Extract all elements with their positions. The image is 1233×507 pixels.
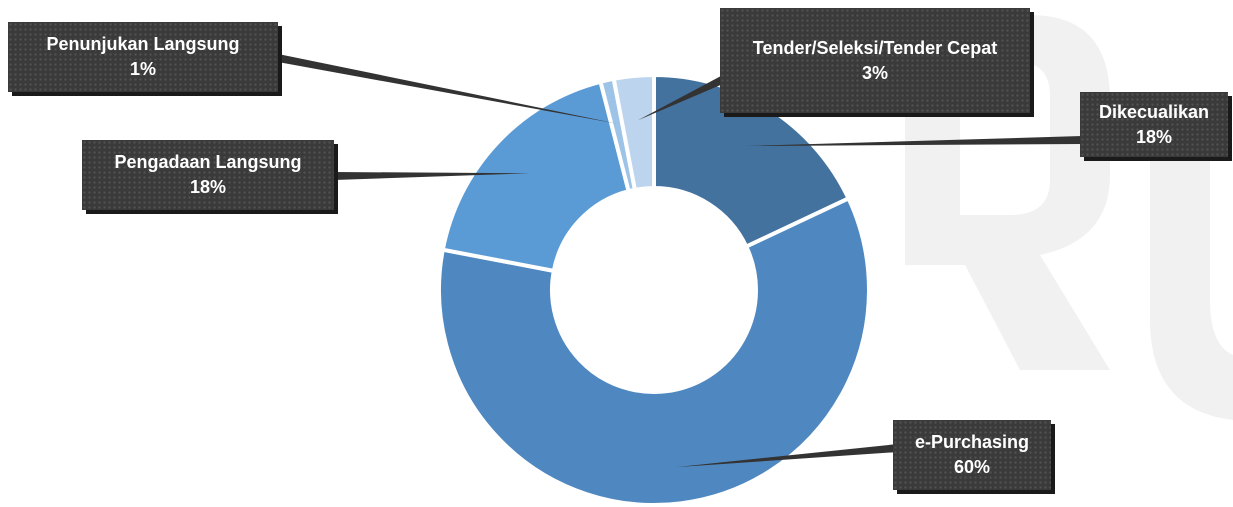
label-category: Pengadaan Langsung	[114, 152, 302, 172]
label-value: 18%	[1135, 126, 1173, 147]
leader-line	[676, 444, 899, 468]
data-label-dikecualikan: Dikecualikan 18%	[1080, 92, 1228, 157]
label-value: 18%	[189, 177, 227, 197]
slice-pengadaan-langsung	[440, 79, 632, 274]
leader-line	[637, 76, 724, 121]
leader-lines	[277, 54, 1083, 468]
data-label-e-purchasing: e-Purchasing 60%	[893, 420, 1051, 490]
label-category: Penunjukan Langsung	[46, 34, 240, 54]
slice-e-purchasing	[437, 195, 871, 507]
label-category: e-Purchasing	[914, 432, 1030, 452]
data-label-pengadaan-langsung: Pengadaan Langsung 18%	[82, 140, 334, 210]
label-category: Tender/Seleksi/Tender Cepat	[752, 37, 998, 58]
leader-line	[277, 54, 617, 124]
data-label-penunjukan-langsung: Penunjukan Langsung 1%	[8, 22, 278, 92]
label-value: 60%	[953, 457, 991, 477]
leader-line	[333, 172, 530, 180]
label-value: 1%	[129, 59, 156, 79]
label-category: Dikecualikan	[1098, 101, 1210, 122]
data-label-tender-seleksi: Tender/Seleksi/Tender Cepat 3%	[720, 8, 1030, 113]
label-value: 3%	[861, 62, 888, 83]
slice-tender-seleksi	[611, 72, 656, 193]
donut-slices	[437, 72, 871, 507]
leader-line	[745, 136, 1083, 147]
